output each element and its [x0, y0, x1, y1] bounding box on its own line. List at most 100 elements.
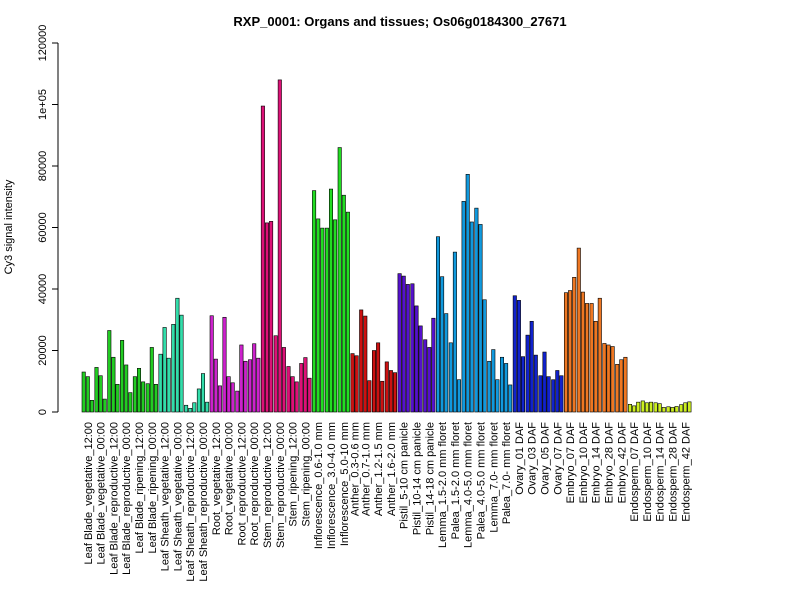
bar [269, 221, 274, 413]
bar [307, 377, 312, 413]
x-tick-label: Stem_reproductive_00:00 [275, 422, 287, 548]
bar [89, 400, 94, 413]
x-tick-label: Palea_1.5-2.0 mm floret [450, 422, 462, 539]
y-tick-label: 120000 [37, 25, 49, 62]
bar [162, 327, 167, 413]
x-tick-label: Root_vegetative_12:00 [211, 422, 223, 535]
bar [512, 295, 517, 413]
bar [610, 346, 615, 413]
bar [132, 376, 137, 413]
bar [277, 79, 282, 413]
bar [589, 303, 594, 413]
bar [205, 401, 210, 413]
bars [81, 79, 692, 413]
bar [683, 402, 688, 413]
bar [363, 315, 368, 413]
x-tick-label: Stem_ripening_00:00 [300, 422, 312, 527]
bar [584, 303, 589, 413]
bar [606, 344, 611, 413]
bar [572, 277, 577, 413]
bar [290, 376, 295, 413]
bar [487, 360, 492, 413]
bar [597, 297, 602, 413]
bar [213, 358, 218, 413]
x-tick-label: Leaf Sheath_reproductive_00:00 [198, 422, 210, 582]
bar [256, 357, 261, 413]
bar [632, 405, 637, 413]
x-tick-label: Endosperm_14 DAF [655, 422, 667, 522]
y-tick-label: 60000 [37, 212, 49, 243]
bar [533, 354, 538, 413]
y-tick-label: 0 [37, 409, 49, 415]
bar [171, 324, 176, 413]
x-tick-label: Ovary_05 DAF [540, 422, 552, 495]
bar [179, 314, 184, 413]
bar [239, 344, 244, 413]
x-tick-label: Leaf Blade_reproductive_00:00 [121, 422, 133, 575]
x-tick-label: Inflorescence_5.0-10 mm [339, 422, 351, 546]
bar [423, 339, 428, 413]
bar [666, 406, 671, 413]
bar [435, 236, 440, 413]
bar [286, 366, 291, 413]
bar [81, 371, 86, 413]
bar [188, 408, 193, 413]
bar [674, 406, 679, 413]
bar [456, 379, 461, 413]
bar [516, 300, 521, 413]
bar [627, 404, 632, 413]
bar [623, 356, 628, 413]
bar [98, 375, 103, 413]
bar [316, 218, 321, 413]
bar [384, 361, 389, 413]
bar [418, 325, 423, 413]
x-tick-label: Anther_1.2-1.5 mm [373, 422, 385, 516]
bar [120, 340, 125, 413]
x-tick-label: Endosperm_42 DAF [680, 422, 692, 522]
bar [341, 194, 346, 413]
bar [124, 364, 129, 413]
x-tick-label: Root_reproductive_12:00 [236, 422, 248, 546]
bar [644, 402, 649, 413]
bar [461, 201, 466, 413]
x-tick-label: Leaf Sheath_reproductive_12:00 [185, 422, 197, 582]
bar [431, 317, 436, 413]
chart-title: RXP_0001: Organs and tissues; Os06g01843… [233, 14, 566, 29]
bar [337, 147, 342, 413]
bar [333, 219, 338, 413]
x-tick-label: Anther_0.3-0.6 mm [350, 422, 362, 516]
bar [491, 349, 496, 413]
x-tick-label: Anther_1.6-2.0 mm [386, 422, 398, 516]
bar [230, 382, 235, 413]
bar [166, 357, 171, 413]
bar [687, 401, 692, 413]
bar [235, 390, 240, 413]
bar [222, 316, 227, 413]
bar [482, 299, 487, 413]
x-tick-label: Leaf Blade_vegetative_12:00 [83, 422, 95, 565]
bar [201, 373, 206, 413]
bar [576, 247, 581, 413]
bar [324, 227, 329, 413]
x-tick-label: Palea_7.0- mm floret [501, 422, 513, 524]
bar [380, 380, 385, 413]
x-tick-label: Pistil_14-18 cm panicle [424, 422, 436, 535]
bar [555, 370, 560, 413]
x-tick-label: Leaf Blade_vegetative_00:00 [96, 422, 108, 565]
bar [648, 401, 653, 413]
bar [350, 353, 355, 413]
bar [452, 251, 457, 413]
x-tick-label: Ovary_03 DAF [527, 422, 539, 495]
bar [679, 404, 684, 413]
bar [243, 360, 248, 413]
bar [371, 350, 376, 413]
bar [559, 375, 564, 413]
x-tick-label: Embryo_42 DAF [616, 422, 628, 504]
bar [196, 388, 201, 413]
bar [525, 334, 530, 413]
bar [469, 221, 474, 413]
bar [657, 403, 662, 413]
bar [328, 188, 333, 413]
x-tick-label: Anther_0.7-1.0 mm [360, 422, 372, 516]
